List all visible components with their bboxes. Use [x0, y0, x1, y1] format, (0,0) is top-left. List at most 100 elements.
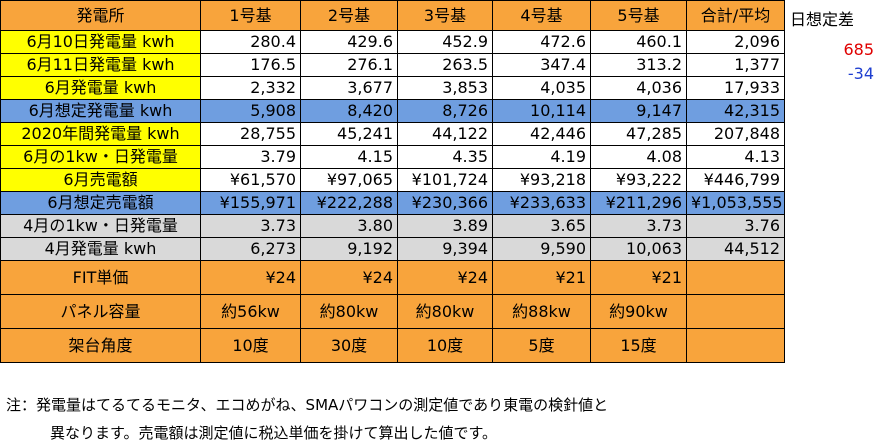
- value-cell: ¥93,218: [492, 168, 591, 192]
- value-cell: 8,726: [397, 99, 493, 123]
- value-cell: 3.65: [492, 214, 591, 238]
- value-cell: 4.19: [492, 145, 591, 169]
- value-cell: 28,755: [200, 122, 301, 146]
- value-cell: 5度: [492, 328, 591, 363]
- row-label: 架台角度: [0, 328, 201, 363]
- value-cell: 44,122: [397, 122, 493, 146]
- value-cell: 4,035: [492, 76, 591, 100]
- table-row: 6月発電量 kwh 2,332 3,677 3,853 4,035 4,036 17,933: [0, 76, 785, 100]
- table-row: 6月想定発電量 kwh 5,908 8,420 8,726 10,114 9,147 42,…: [0, 99, 785, 123]
- value-cell: ¥211,296: [590, 191, 687, 215]
- value-cell: 6,273: [200, 237, 301, 261]
- value-cell: 207,848: [686, 122, 785, 146]
- value-cell: 1,377: [686, 53, 785, 77]
- value-cell: 44,512: [686, 237, 785, 261]
- value-cell: ¥446,799: [686, 168, 785, 192]
- value-cell: ¥233,633: [492, 191, 591, 215]
- note-line: 注：発電量はてるてるモニタ、エコめがね、SMAパワコンの測定値であり東電の検針値…: [6, 396, 609, 414]
- table-row: 2020年間発電量 kwh 28,755 45,241 44,122 42,446 47,…: [0, 122, 785, 146]
- value-cell: 約80kw: [397, 294, 493, 329]
- header-cell: 3号基: [397, 0, 493, 31]
- row-label: 6月10日発電量 kwh: [0, 30, 201, 54]
- data-table: 発電所 1号基 2号基 3号基 4号基 5号基 合計/平均 6月10日発電量 kwh 280.4…: [0, 0, 785, 363]
- value-cell: 約56kw: [200, 294, 301, 329]
- header-cell: 1号基: [200, 0, 301, 31]
- row-label: パネル容量: [0, 294, 201, 329]
- table-row: 6月売電額 ¥61,570 ¥97,065 ¥101,724 ¥93,218 ¥93,22…: [0, 168, 785, 192]
- header-cell: 5号基: [590, 0, 687, 31]
- value-cell: ¥97,065: [300, 168, 398, 192]
- value-cell: 3.80: [300, 214, 398, 238]
- value-cell: 313.2: [590, 53, 687, 77]
- value-cell: 276.1: [300, 53, 398, 77]
- row-label: 4月発電量 kwh: [0, 237, 201, 261]
- value-cell: 10,114: [492, 99, 591, 123]
- value-cell: 3,677: [300, 76, 398, 100]
- empty-cell: [686, 294, 785, 329]
- value-cell: 10度: [200, 328, 301, 363]
- row-label: 6月売電額: [0, 168, 201, 192]
- table-row: 4月発電量 kwh 6,273 9,192 9,394 9,590 10,063 44,51…: [0, 237, 785, 261]
- value-cell: 17,933: [686, 76, 785, 100]
- header-cell: 2号基: [300, 0, 398, 31]
- value-cell: 10度: [397, 328, 493, 363]
- table-row: パネル容量 約56kw 約80kw 約80kw 約88kw 約90kw: [0, 294, 785, 329]
- row-label: 6月想定発電量 kwh: [0, 99, 201, 123]
- side-title: 日想定差: [790, 10, 855, 29]
- value-cell: 約80kw: [300, 294, 398, 329]
- value-cell: 176.5: [200, 53, 301, 77]
- value-cell: 45,241: [300, 122, 398, 146]
- value-cell: 3.73: [590, 214, 687, 238]
- value-cell: 9,192: [300, 237, 398, 261]
- value-cell: 3,853: [397, 76, 493, 100]
- value-cell: ¥24: [397, 260, 493, 295]
- value-cell: ¥21: [492, 260, 591, 295]
- value-cell: ¥222,288: [300, 191, 398, 215]
- value-cell: 15度: [590, 328, 687, 363]
- value-cell: 347.4: [492, 53, 591, 77]
- value-cell: 9,147: [590, 99, 687, 123]
- value-cell: 8,420: [300, 99, 398, 123]
- value-cell: 429.6: [300, 30, 398, 54]
- value-cell: ¥101,724: [397, 168, 493, 192]
- header-cell: 発電所: [0, 0, 201, 31]
- note-line: 異なります。売電額は測定値に税込単価を掛けて算出した値です。: [50, 424, 498, 442]
- value-cell: ¥1,053,555: [686, 191, 785, 215]
- value-cell: 約90kw: [590, 294, 687, 329]
- value-cell: ¥61,570: [200, 168, 301, 192]
- value-cell: 4.35: [397, 145, 493, 169]
- value-cell: 3.76: [686, 214, 785, 238]
- value-cell: 47,285: [590, 122, 687, 146]
- value-cell: 280.4: [200, 30, 301, 54]
- value-cell: ¥21: [590, 260, 687, 295]
- header-cell: 4号基: [492, 0, 591, 31]
- value-cell: 9,590: [492, 237, 591, 261]
- value-cell: 4,036: [590, 76, 687, 100]
- value-cell: 4.08: [590, 145, 687, 169]
- table-row: 4月の1kw・日発電量 3.73 3.80 3.89 3.65 3.73 3.76: [0, 214, 785, 238]
- value-cell: 9,394: [397, 237, 493, 261]
- value-cell: 10,063: [590, 237, 687, 261]
- value-cell: 3.79: [200, 145, 301, 169]
- row-label: 6月の1kw・日発電量: [0, 145, 201, 169]
- value-cell: 3.89: [397, 214, 493, 238]
- value-cell: ¥155,971: [200, 191, 301, 215]
- value-cell: 472.6: [492, 30, 591, 54]
- empty-cell: [686, 260, 785, 295]
- value-cell: 2,096: [686, 30, 785, 54]
- value-cell: 4.13: [686, 145, 785, 169]
- value-cell: 452.9: [397, 30, 493, 54]
- table-row: 6月の1kw・日発電量 3.79 4.15 4.35 4.19 4.08 4.13: [0, 145, 785, 169]
- row-label: 4月の1kw・日発電量: [0, 214, 201, 238]
- value-cell: ¥24: [300, 260, 398, 295]
- table-row: 6月想定売電額 ¥155,971 ¥222,288 ¥230,366 ¥233,633 ¥…: [0, 191, 785, 215]
- value-cell: 2,332: [200, 76, 301, 100]
- row-label: 6月発電量 kwh: [0, 76, 201, 100]
- table-row: 架台角度 10度 30度 10度 5度 15度: [0, 328, 785, 363]
- row-label: 2020年間発電量 kwh: [0, 122, 201, 146]
- row-label: 6月11日発電量 kwh: [0, 53, 201, 77]
- value-cell: 30度: [300, 328, 398, 363]
- header-row: 発電所 1号基 2号基 3号基 4号基 5号基 合計/平均: [0, 0, 785, 31]
- side-value: -34: [847, 64, 874, 83]
- table-row: 6月11日発電量 kwh 176.5 276.1 263.5 347.4 313.2 1,3…: [0, 53, 785, 77]
